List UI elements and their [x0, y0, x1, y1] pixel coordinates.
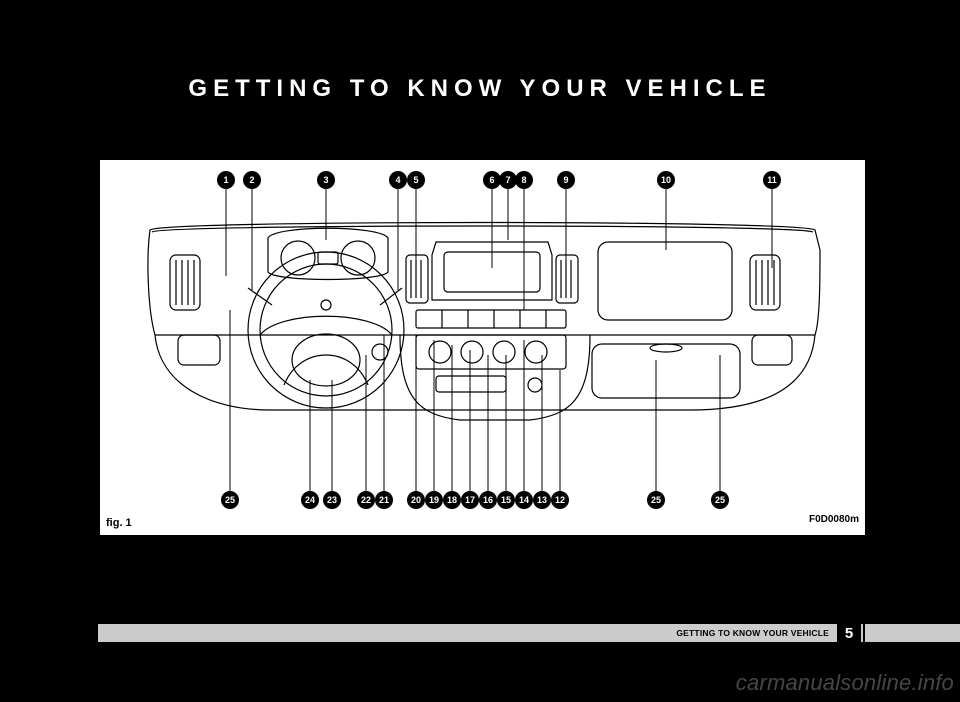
watermark: carmanualsonline.info	[736, 670, 954, 696]
footer-page-number: 5	[837, 624, 861, 642]
callout-number: 12	[555, 495, 565, 505]
callout-number: 11	[767, 175, 777, 185]
callout-number: 14	[519, 495, 529, 505]
footer-bar: GETTING TO KNOW YOUR VEHICLE 5	[98, 624, 863, 642]
callout-number: 24	[305, 495, 315, 505]
footer-trail	[865, 624, 960, 642]
callout-number: 7	[505, 175, 510, 185]
dashboard-svg: 1234567891011 25242322212019181716151413…	[100, 160, 865, 535]
callout-number: 6	[489, 175, 494, 185]
footer-section: GETTING TO KNOW YOUR VEHICLE	[676, 628, 829, 638]
dashboard-diagram: 1234567891011 25242322212019181716151413…	[100, 160, 865, 535]
page-title: GETTING TO KNOW YOUR VEHICLE	[0, 75, 960, 103]
callout-number: 8	[521, 175, 526, 185]
callout-number: 15	[501, 495, 511, 505]
callout-number: 25	[225, 495, 235, 505]
callout-number: 19	[429, 495, 439, 505]
callout-number: 4	[395, 175, 400, 185]
callout-number: 3	[323, 175, 328, 185]
callout-number: 10	[661, 175, 671, 185]
callout-number: 20	[411, 495, 421, 505]
callout-number: 5	[413, 175, 418, 185]
callout-number: 25	[651, 495, 661, 505]
manual-page: GETTING TO KNOW YOUR VEHICLE	[0, 0, 960, 702]
callout-number: 22	[361, 495, 371, 505]
callouts-top: 1 2 3 4 5 6 7 8 9 10 11	[217, 171, 781, 310]
callout-number: 25	[715, 495, 725, 505]
callout-number: 17	[465, 495, 475, 505]
figure-label: fig. 1	[106, 517, 132, 529]
callout-number: 13	[537, 495, 547, 505]
callout-number: 18	[447, 495, 457, 505]
callout-number: 2	[249, 175, 254, 185]
callout-number: 16	[483, 495, 493, 505]
callout-number: 21	[379, 495, 389, 505]
reference-code: F0D0080m	[809, 514, 859, 525]
callout-number: 9	[563, 175, 568, 185]
callout-number: 1	[223, 175, 228, 185]
callout-number: 23	[327, 495, 337, 505]
dashboard-lineart	[148, 223, 820, 421]
